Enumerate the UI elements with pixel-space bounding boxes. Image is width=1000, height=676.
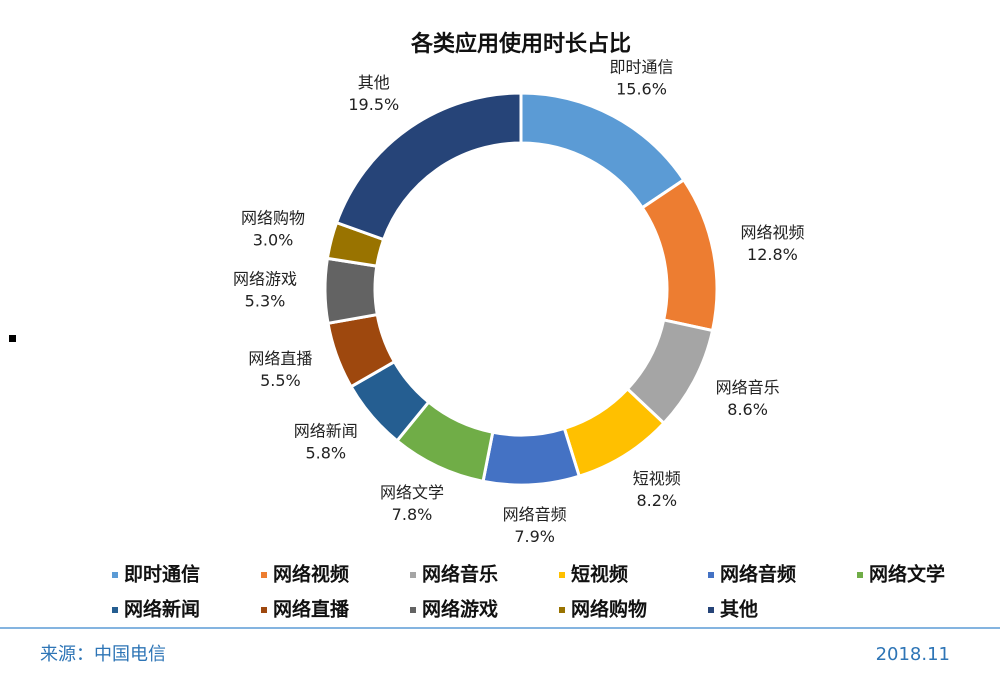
legend-marker (112, 607, 118, 613)
footer-date: 2018.11 (876, 644, 950, 665)
slice-label-name: 网络音乐 (716, 378, 780, 397)
legend-label: 其他 (720, 598, 758, 621)
legend-marker (708, 572, 714, 578)
donut-slice (323, 256, 379, 326)
legend-marker (857, 572, 863, 578)
legend-marker (112, 572, 118, 578)
legend-marker (559, 607, 565, 613)
legend-marker (708, 607, 714, 613)
slice-label-value: 3.0% (253, 230, 294, 249)
legend-marker (410, 572, 416, 578)
legend-label: 网络视频 (273, 563, 349, 586)
slice-label-name: 网络音频 (503, 505, 567, 524)
slice-label-value: 8.6% (727, 400, 768, 419)
legend-label: 网络游戏 (422, 598, 498, 621)
slice-label-value: 7.8% (392, 505, 433, 524)
slice-label-name: 即时通信 (609, 58, 673, 77)
slice-label-name: 短视频 (633, 469, 681, 488)
footer-source: 来源：中国电信 (40, 644, 166, 665)
slice-label-name: 网络游戏 (233, 270, 297, 289)
slice-label-value: 12.8% (747, 245, 798, 264)
legend-label: 网络新闻 (124, 598, 200, 621)
slice-label-value: 19.5% (348, 95, 399, 114)
slice-label-value: 8.2% (636, 491, 677, 510)
slice-label-value: 15.6% (616, 80, 667, 99)
legend-marker (559, 572, 565, 578)
slice-label-name: 网络直播 (248, 349, 312, 368)
donut-slice (334, 91, 523, 242)
slice-label-value: 5.8% (305, 443, 346, 462)
legend-marker (410, 607, 416, 613)
legend-label: 网络购物 (571, 598, 647, 621)
slice-label-value: 7.9% (514, 527, 555, 546)
donut-slice (481, 426, 582, 487)
slice-label-name: 网络新闻 (294, 421, 358, 440)
legend-label: 网络文学 (869, 563, 945, 586)
slice-label-value: 5.5% (260, 371, 301, 390)
donut-slice (640, 177, 719, 333)
legend-label: 网络直播 (273, 598, 350, 621)
legend-marker (261, 572, 267, 578)
bullet (9, 335, 16, 342)
slice-label-name: 网络视频 (740, 223, 804, 242)
donut-slice (519, 91, 686, 210)
slice-label-name: 网络购物 (241, 208, 305, 227)
legend-label: 短视频 (571, 563, 628, 586)
chart-title: 各类应用使用时长占比 (410, 31, 631, 57)
legend-label: 网络音频 (720, 563, 796, 586)
legend-label: 即时通信 (124, 563, 200, 586)
slice-label-name: 其他 (358, 73, 390, 92)
legend-label: 网络音乐 (422, 563, 498, 586)
slice-label-value: 5.3% (245, 292, 286, 311)
slice-label-name: 网络文学 (380, 483, 444, 502)
legend-marker (261, 607, 267, 613)
